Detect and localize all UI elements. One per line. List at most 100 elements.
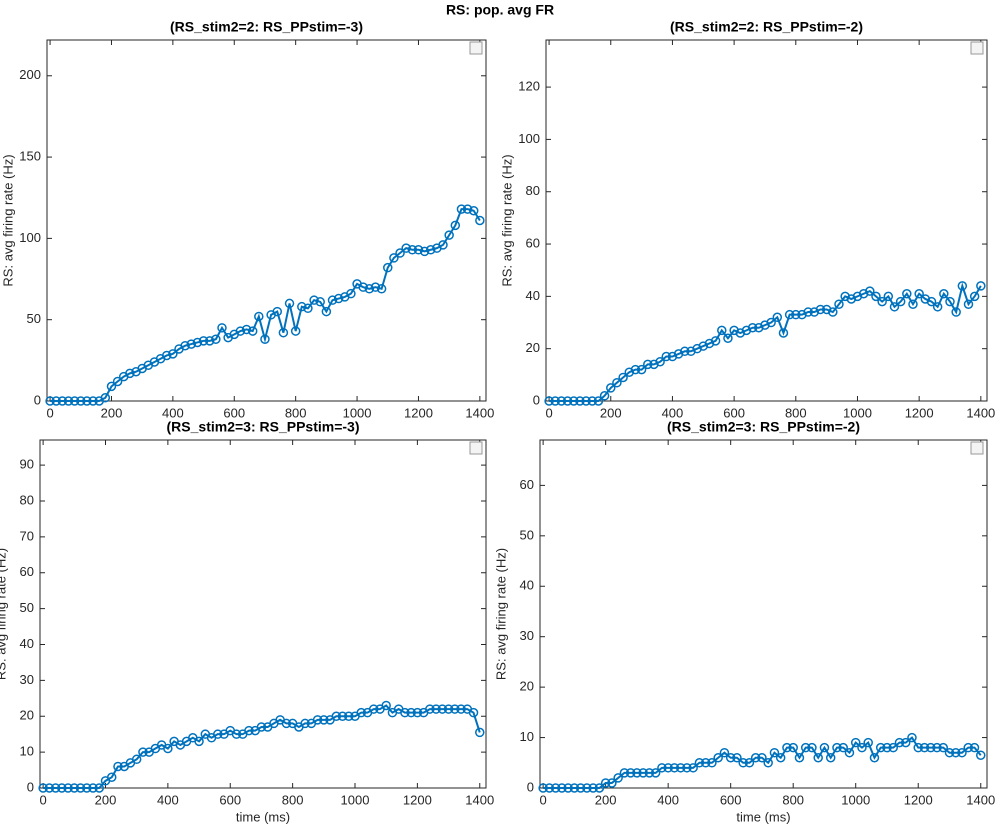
marker (888, 742, 898, 753)
marker (112, 376, 123, 387)
marker (782, 742, 792, 753)
marker (644, 768, 655, 778)
x-tick-label: 200 (600, 405, 622, 420)
marker (704, 338, 715, 349)
marker (643, 359, 653, 370)
plot-button (469, 441, 483, 455)
marker (51, 396, 61, 406)
marker (331, 711, 342, 721)
marker (297, 301, 307, 312)
marker (606, 383, 616, 393)
x-tick-label: 0 (46, 405, 53, 420)
y-tick-label: 20 (520, 679, 534, 694)
marker (45, 396, 55, 406)
marker (717, 325, 727, 336)
marker (194, 736, 204, 747)
marker (865, 286, 875, 296)
marker (813, 752, 823, 763)
marker (538, 783, 548, 793)
marker (57, 396, 68, 406)
marker (778, 328, 789, 338)
y-tick-label: 120 (518, 79, 540, 94)
marker (913, 742, 923, 753)
marker (370, 282, 381, 292)
marker (963, 742, 973, 753)
marker (475, 215, 485, 226)
x-tick-label: 1000 (843, 405, 872, 420)
marker (844, 747, 855, 758)
marker (612, 377, 622, 388)
marker (557, 783, 567, 793)
marker (769, 747, 780, 758)
x-tick-label: 0 (545, 405, 552, 420)
marker (957, 747, 967, 758)
marker (94, 783, 105, 793)
marker (889, 302, 900, 312)
marker (875, 742, 886, 753)
marker (723, 333, 733, 343)
marker (649, 359, 659, 370)
marker (364, 284, 375, 294)
marker (815, 304, 826, 315)
y-tick-label: 40 (526, 288, 540, 303)
marker (775, 752, 786, 763)
marker (260, 334, 270, 344)
marker (821, 304, 832, 315)
marker (106, 772, 117, 782)
marker (710, 336, 721, 346)
plot-button (469, 41, 483, 55)
marker (556, 396, 567, 406)
subplot-title: (RS_stim2=2: RS_PPstim=-3) (170, 19, 363, 35)
marker (563, 783, 573, 793)
marker (594, 783, 605, 793)
marker (788, 742, 798, 753)
marker (327, 295, 338, 305)
marker (63, 783, 73, 793)
marker (800, 742, 811, 753)
marker (741, 325, 752, 336)
x-tick-label: 800 (785, 405, 807, 420)
marker (186, 339, 197, 349)
marker (562, 396, 573, 406)
marker (581, 396, 591, 406)
marker (337, 711, 348, 721)
marker (925, 742, 936, 753)
marker (784, 309, 795, 320)
marker (819, 742, 830, 753)
marker (468, 205, 479, 216)
marker (475, 727, 485, 738)
y-tick-label: 40 (520, 578, 534, 593)
marker (809, 307, 820, 317)
marker (657, 763, 667, 773)
marker (951, 307, 961, 317)
marker (692, 343, 702, 354)
x-tick-label: 1000 (343, 405, 372, 420)
marker (763, 758, 773, 768)
marker (406, 707, 416, 718)
marker (919, 742, 930, 753)
marker (857, 742, 867, 753)
marker (907, 732, 917, 743)
marker (636, 364, 647, 375)
marker (163, 743, 173, 754)
marker (413, 245, 424, 255)
x-tick-label: 1400 (966, 792, 995, 807)
marker (213, 729, 223, 739)
marker (920, 294, 931, 304)
marker (468, 707, 479, 718)
marker (235, 326, 246, 336)
marker (588, 783, 598, 793)
marker (231, 729, 242, 739)
y-tick-label: 20 (20, 708, 34, 723)
marker (772, 312, 783, 323)
y-tick-label: 50 (20, 600, 34, 615)
marker (161, 350, 172, 361)
marker (319, 715, 329, 725)
marker (975, 750, 986, 760)
marker (894, 737, 905, 748)
x-tick-label: 1200 (905, 405, 934, 420)
marker (278, 327, 289, 338)
marker (211, 334, 221, 344)
marker (932, 302, 943, 312)
marker (395, 248, 405, 258)
